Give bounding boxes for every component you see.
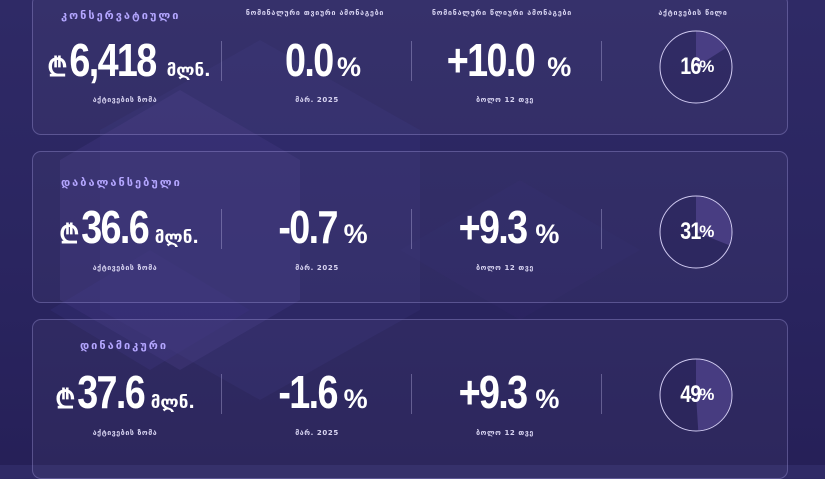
header-nominal-annual: ნომინალური წლიური ამონაგები (431, 9, 573, 17)
assets-share-ring: 31 % (659, 195, 733, 269)
share-value: 16 % (659, 30, 733, 104)
column-divider (601, 374, 602, 414)
ring-chart (659, 358, 733, 432)
annual-return-label: ბოლო 12 თვე (476, 96, 534, 104)
monthly-return-label: მარ. 2025 (295, 429, 339, 437)
portfolio-title: დინამიკური (80, 339, 169, 352)
share-value: 49 % (659, 358, 733, 432)
header-assets-share: აქტივების წილი (658, 9, 728, 17)
assets-size-label: აქტივების ზომა (92, 429, 158, 437)
annual-return-value: +10.0 % (447, 33, 571, 87)
portfolio-card-dynamic: დინამიკური ₾ 37.6 მლნ. აქტივების ზომა -1… (32, 319, 788, 479)
assets-size-value: ₾ 36.6 მლნ. (59, 200, 199, 254)
monthly-return-value: 0.0 % (285, 33, 361, 87)
monthly-return-value: -0.7 % (278, 200, 367, 254)
column-divider (221, 209, 222, 249)
assets-size-value: ₾ 6,418 მლნ. (47, 33, 210, 87)
annual-suffix: % (535, 384, 560, 414)
assets-value: 36.6 (81, 201, 149, 253)
column-divider (411, 209, 412, 249)
annual-return-label: ბოლო 12 თვე (476, 264, 534, 272)
monthly-return-value: -1.6 % (278, 365, 367, 419)
annual-value: +9.3 (458, 366, 529, 418)
portfolio-card-conservative: კონსერვატიული ნომინალური თვიური ამონაგებ… (32, 0, 788, 135)
assets-size-value: ₾ 37.6 მლნ. (55, 365, 195, 419)
assets-value: 6,418 (69, 34, 157, 86)
ring-fill (696, 196, 732, 246)
assets-unit: მლნ. (150, 393, 195, 413)
column-divider (411, 41, 412, 81)
share-number: 16 (679, 53, 701, 80)
assets-unit: მლნ. (166, 61, 211, 81)
share-suffix: % (699, 57, 715, 76)
portfolio-card-balanced: დაბალანსებული ₾ 36.6 მლნ. აქტივების ზომა… (32, 151, 788, 303)
ring-chart (659, 30, 733, 104)
annual-return-value: +9.3 % (459, 365, 560, 419)
monthly-suffix: % (343, 384, 368, 414)
annual-value: +10.0 (446, 34, 536, 86)
share-value: 31 % (659, 195, 733, 269)
column-divider (221, 374, 222, 414)
monthly-suffix: % (336, 52, 361, 82)
currency-symbol: ₾ (59, 220, 80, 250)
annual-value: +9.3 (458, 201, 529, 253)
monthly-return-label: მარ. 2025 (295, 264, 339, 272)
share-number: 31 (679, 218, 701, 245)
annual-return-label: ბოლო 12 თვე (476, 429, 534, 437)
portfolio-title: დაბალანსებული (61, 176, 182, 189)
monthly-value: -0.7 (278, 201, 338, 253)
portfolio-title: კონსერვატიული (61, 9, 181, 22)
assets-unit: მლნ. (154, 228, 199, 248)
header-nominal-monthly: ნომინალური თვიური ამონაგები (245, 9, 385, 17)
monthly-value: -1.6 (278, 366, 338, 418)
monthly-value: 0.0 (285, 34, 334, 86)
assets-value: 37.6 (77, 366, 145, 418)
annual-suffix: % (547, 52, 572, 82)
annual-suffix: % (535, 219, 560, 249)
assets-share-ring: 49 % (659, 358, 733, 432)
assets-size-label: აქტივების ზომა (92, 264, 158, 272)
annual-return-value: +9.3 % (459, 200, 560, 254)
column-divider (601, 41, 602, 81)
ring-chart (659, 195, 733, 269)
column-divider (221, 41, 222, 81)
currency-symbol: ₾ (55, 385, 76, 415)
share-number: 49 (679, 381, 701, 408)
share-suffix: % (699, 222, 715, 241)
monthly-return-label: მარ. 2025 (295, 96, 339, 104)
ring-fill (696, 31, 726, 67)
assets-share-ring: 16 % (659, 30, 733, 104)
currency-symbol: ₾ (47, 53, 68, 83)
monthly-suffix: % (343, 219, 368, 249)
column-divider (601, 209, 602, 249)
share-suffix: % (699, 385, 715, 404)
column-divider (411, 374, 412, 414)
ring-fill (696, 359, 732, 431)
assets-size-label: აქტივების ზომა (92, 96, 158, 104)
